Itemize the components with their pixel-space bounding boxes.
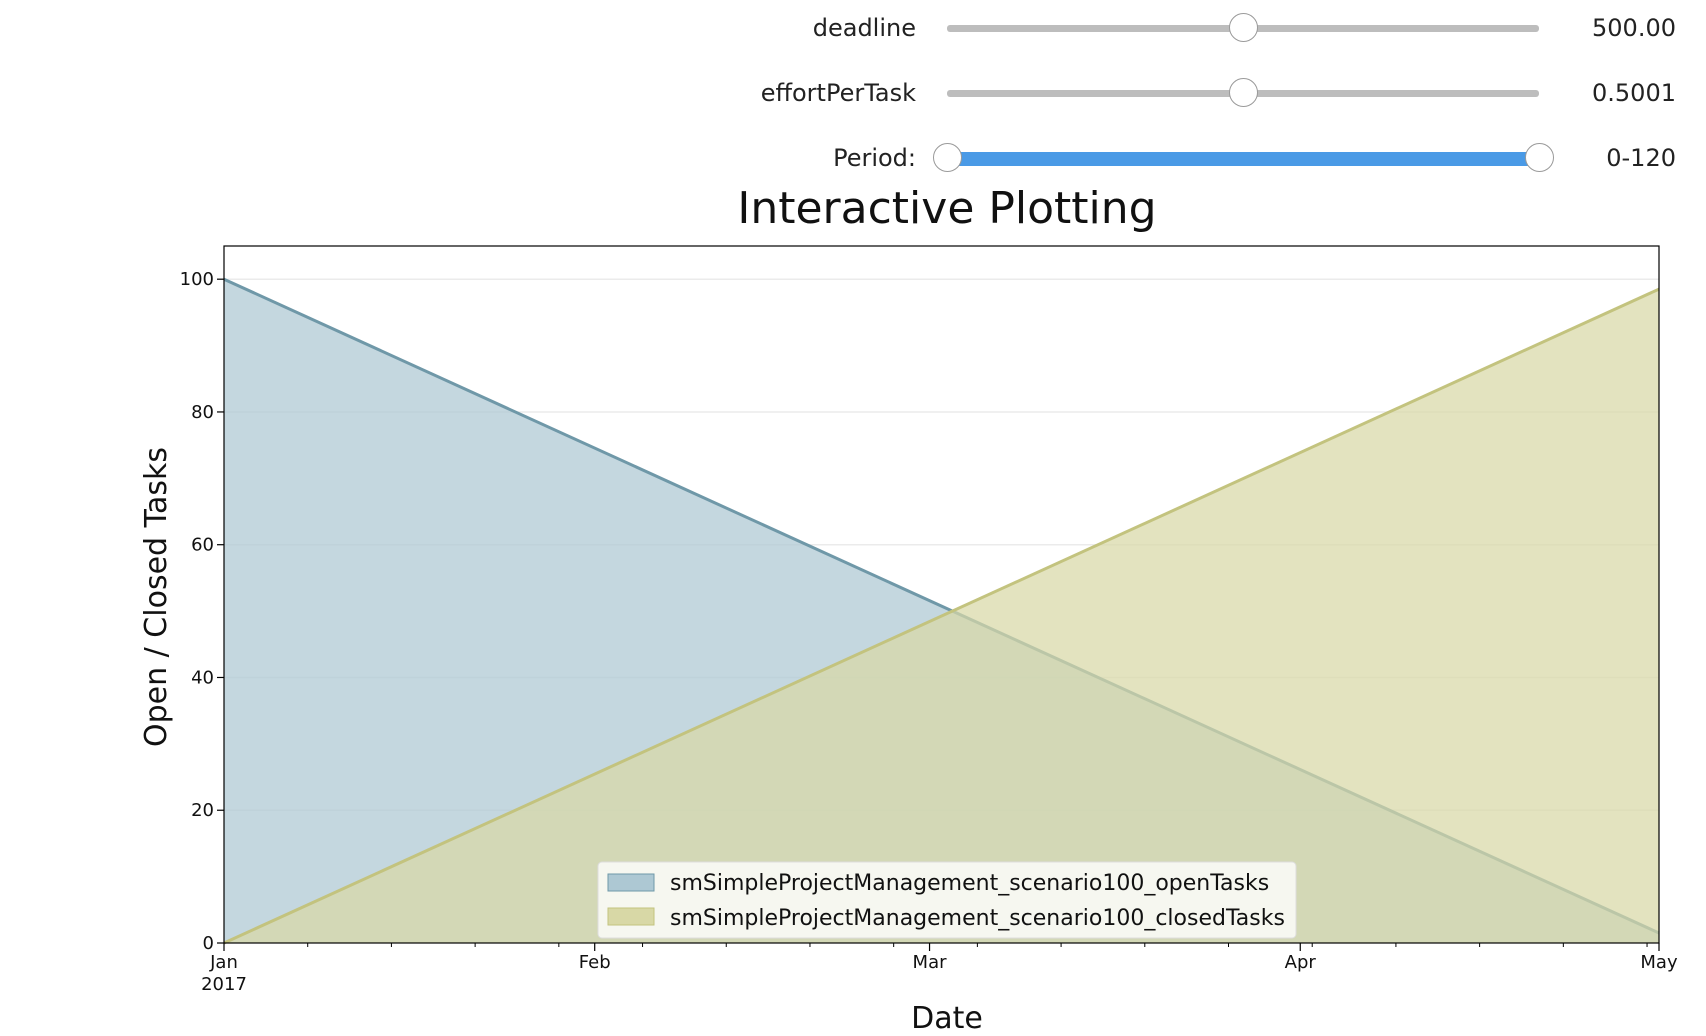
chart-title: Interactive Plotting [737, 190, 1156, 234]
y-tick-label: 80 [191, 402, 214, 423]
y-tick-label: 60 [191, 535, 214, 556]
period-high-handle[interactable] [1524, 143, 1554, 172]
x-tick-label: Jan [209, 952, 238, 973]
x-tick-label: May [1640, 952, 1678, 973]
y-tick-label: 0 [203, 933, 214, 954]
deadline-slider-handle[interactable] [1228, 13, 1258, 42]
legend-label-open: smSimpleProjectManagement_scenario100_op… [670, 871, 1269, 896]
chart-legend: smSimpleProjectManagement_scenario100_op… [597, 861, 1297, 939]
deadline-slider-row: deadline 500.00 [0, 8, 1706, 48]
deadline-label: deadline [812, 14, 916, 42]
effort-readout: 0.5001 [1592, 79, 1676, 107]
y-axis-label: Open / Closed Tasks [139, 447, 174, 747]
effort-label: effortPerTask [760, 79, 916, 107]
legend-swatch-open [607, 873, 655, 892]
x-tick-label: Mar [913, 952, 948, 973]
y-tick-label: 40 [191, 667, 214, 688]
period-readout: 0-120 [1606, 144, 1676, 172]
period-label: Period: [833, 144, 916, 172]
effort-slider-row: effortPerTask 0.5001 [0, 73, 1706, 113]
legend-swatch-closed [607, 907, 655, 926]
y-tick-label: 20 [191, 800, 214, 821]
period-slider-row: Period: 0-120 [0, 138, 1706, 178]
period-low-handle[interactable] [932, 143, 962, 172]
x-tick-label: Apr [1285, 952, 1317, 973]
x-axis-label: Date [911, 1001, 983, 1036]
plot-frame [223, 245, 1660, 944]
period-range-fill [947, 152, 1539, 166]
legend-box [597, 861, 1297, 939]
effort-slider-handle[interactable] [1228, 78, 1258, 107]
y-tick-label: 100 [180, 269, 214, 290]
x-tick-sublabel: 2017 [201, 974, 247, 995]
legend-label-closed: smSimpleProjectManagement_scenario100_cl… [670, 906, 1285, 931]
area-series [223, 277, 1660, 945]
closed-tasks-line [223, 287, 1660, 945]
x-tick-label: Feb [579, 952, 611, 973]
widget-panel: deadline 500.00 effortPerTask 0.5001 Per… [0, 0, 1706, 190]
deadline-readout: 500.00 [1592, 14, 1676, 42]
